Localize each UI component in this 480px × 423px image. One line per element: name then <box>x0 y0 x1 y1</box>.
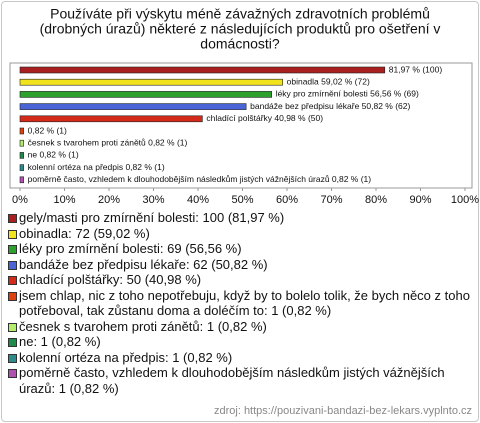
legend-item: česnek s tvarohem proti zánětů: 1 (0,82 … <box>8 319 470 335</box>
value-label: léky pro zmírnění bolesti 56,56 % (69) <box>276 89 419 99</box>
legend-item: kolenní ortéza na předpis: 1 (0,82 %) <box>8 350 470 366</box>
chart-title: Používáte při výskytu méně závažných zdr… <box>50 6 430 22</box>
legend-swatch <box>8 369 17 378</box>
x-tick-label: 100% <box>451 194 479 206</box>
value-label: česnek s tvarohem proti zánětů 0,82 % (1… <box>28 137 188 147</box>
legend-swatch <box>8 229 17 239</box>
bar <box>19 127 24 135</box>
value-label: 0,82 % (1) <box>28 125 67 135</box>
legend-label: poměrně často, vzhledem k dlouhodobějším… <box>19 365 445 396</box>
chart-title: (drobných úrazů) některé z následujících… <box>40 21 441 37</box>
value-label: chladící polštářky 40,98 % (50) <box>206 113 323 123</box>
legend-swatch <box>8 276 17 285</box>
legend-swatch <box>8 260 17 270</box>
value-label: kolenní ortéza na předpis 0,82 % (1) <box>28 162 165 172</box>
x-tick-label: 60% <box>276 194 298 206</box>
value-label: bandáže bez předpisu lékaře 50,82 % (62) <box>250 101 410 111</box>
legend-label: obinadla: 72 (59,02 %) <box>19 225 150 241</box>
legend-item: chladící polštářky: 50 (40,98 %) <box>8 272 470 288</box>
legend-swatch <box>8 245 17 254</box>
bar <box>19 115 203 123</box>
legend-label: bandáže bez předpisu lékaře: 62 (50,82 %… <box>19 256 268 272</box>
bar <box>19 139 24 147</box>
x-tick-label: 20% <box>98 194 120 206</box>
legend-label: kolenní ortéza na předpis: 1 (0,82 %) <box>19 349 233 365</box>
value-label: obinadla 59,02 % (72) <box>287 76 370 86</box>
x-tick-label: 90% <box>409 194 431 206</box>
x-tick-label: 50% <box>231 194 253 206</box>
legend-label: léky pro zmírnění bolesti: 69 (56,56 %) <box>19 241 242 256</box>
bar <box>19 103 247 110</box>
x-tick-label: 30% <box>142 194 164 206</box>
bar <box>19 164 24 171</box>
bar <box>19 78 283 86</box>
x-tick-label: 70% <box>320 194 342 206</box>
legend-item: léky pro zmírnění bolesti: 69 (56,56 %) <box>8 241 470 257</box>
legend-label: gely/masti pro zmírnění bolesti: 100 (81… <box>19 210 285 225</box>
bar <box>19 152 24 159</box>
value-label: 81,97 % (100) <box>389 64 443 74</box>
legend-item: obinadla: 72 (59,02 %) <box>8 226 470 242</box>
legend-swatch <box>8 291 17 301</box>
legend-label: ne: 1 (0,82 %) <box>19 334 101 349</box>
legend: gely/masti pro zmírnění bolesti: 100 (81… <box>8 210 470 396</box>
value-label: poměrně často, vzhledem k dlouhodobějším… <box>28 174 372 184</box>
source: zdroj: https://pouzivani-bandazi-bez-lek… <box>213 405 472 417</box>
legend-swatch <box>8 322 17 332</box>
legend-item: bandáže bez předpisu lékaře: 62 (50,82 %… <box>8 257 470 273</box>
chart-title: domácnosti? <box>200 36 280 52</box>
legend-item: ne: 1 (0,82 %) <box>8 334 470 350</box>
legend-label: česnek s tvarohem proti zánětů: 1 (0,82 … <box>19 318 267 334</box>
legend-label: jsem chlap, nic z toho nepotřebuju, když… <box>19 287 470 319</box>
x-tick-label: 10% <box>53 194 75 206</box>
legend-item: gely/masti pro zmírnění bolesti: 100 (81… <box>8 210 470 226</box>
legend-swatch <box>8 214 17 223</box>
x-tick-label: 80% <box>365 194 387 206</box>
value-label: ne 0,82 % (1) <box>28 150 79 160</box>
x-tick-label: 40% <box>187 194 209 206</box>
legend-item: jsem chlap, nic z toho nepotřebuju, když… <box>8 288 470 319</box>
legend-item: poměrně často, vzhledem k dlouhodobějším… <box>8 365 470 396</box>
legend-swatch <box>8 353 17 363</box>
bar <box>19 66 386 74</box>
legend-swatch <box>8 338 17 347</box>
bar <box>19 176 24 184</box>
x-tick-label: 0% <box>12 194 28 206</box>
legend-label: chladící polštářky: 50 (40,98 %) <box>19 272 202 287</box>
bar <box>19 91 272 98</box>
